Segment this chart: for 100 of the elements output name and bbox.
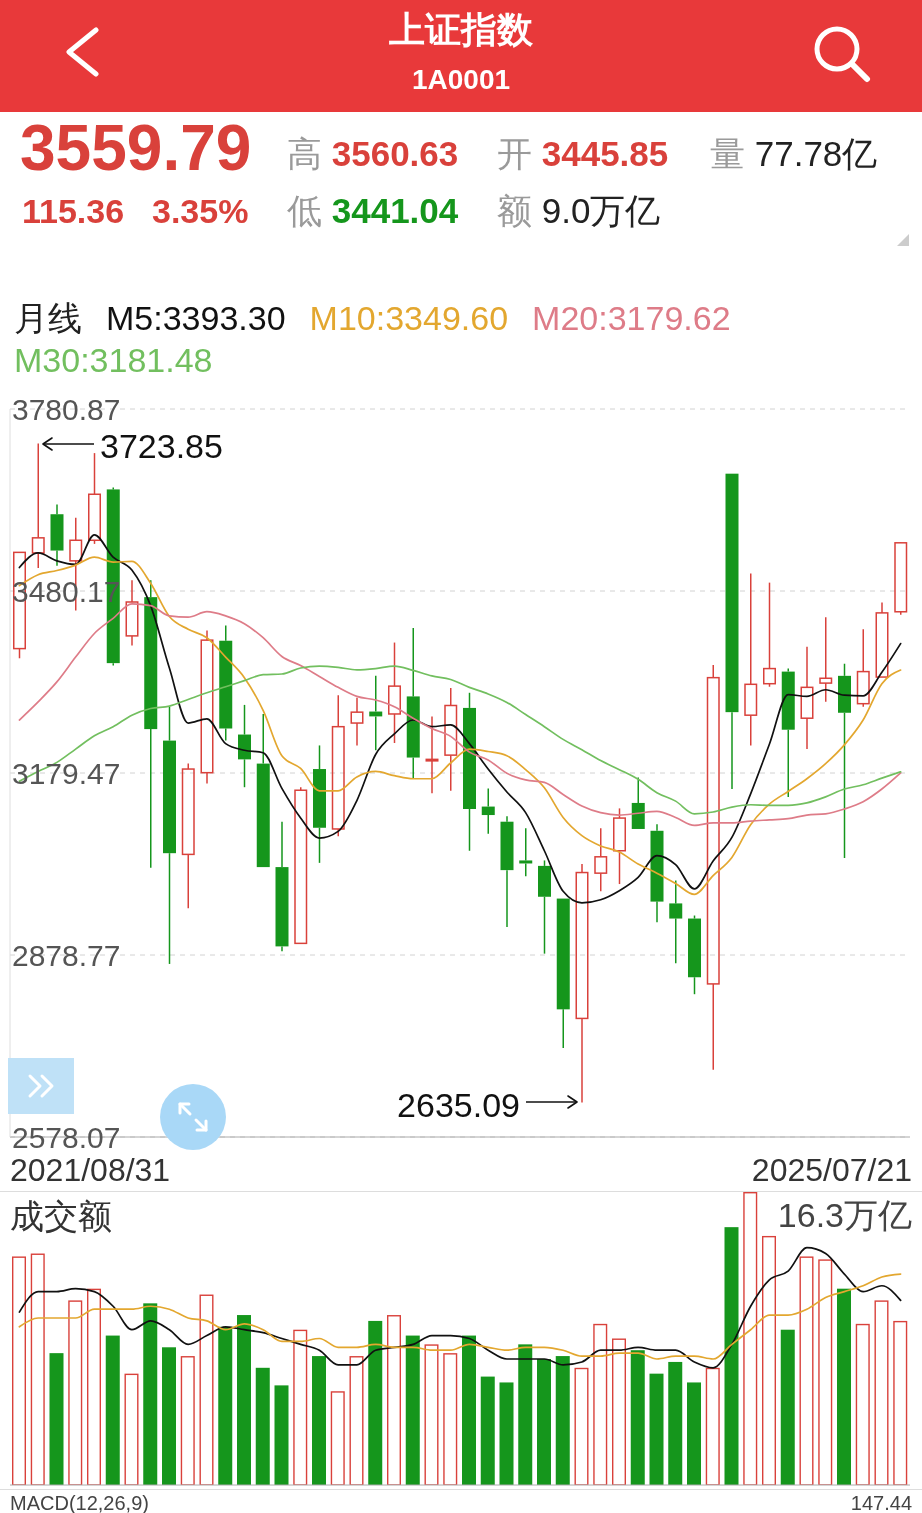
bar	[555, 1356, 570, 1485]
candlestick	[650, 823, 664, 923]
text: M20:3179.62	[532, 299, 731, 337]
bar	[518, 1344, 533, 1485]
bar	[424, 1344, 439, 1485]
candlestick	[219, 624, 233, 742]
candlestick	[744, 572, 758, 747]
bar	[762, 1235, 776, 1485]
bar	[593, 1323, 608, 1485]
annotation: 16.3万亿	[777, 1196, 912, 1234]
chart-subtitle: 1A0001	[411, 64, 511, 95]
bar	[537, 1359, 551, 1485]
text: 低 3441.04	[287, 191, 459, 230]
annotation: 3723.85	[100, 427, 223, 465]
bar	[30, 1253, 45, 1485]
bar	[12, 1256, 26, 1485]
candlestick	[350, 696, 364, 747]
candlestick	[669, 879, 683, 965]
bar	[180, 1356, 195, 1485]
bar	[349, 1356, 364, 1485]
candlestick	[144, 579, 158, 869]
bar	[312, 1356, 326, 1485]
bar	[724, 1227, 739, 1485]
bar	[237, 1315, 251, 1485]
text: 2025/07/21	[751, 1152, 912, 1188]
bar	[462, 1335, 476, 1485]
bar	[705, 1367, 720, 1485]
bar	[443, 1353, 458, 1485]
candlestick	[313, 744, 326, 864]
candlestick	[800, 646, 814, 750]
chart-title: 成交额	[10, 1197, 112, 1235]
text: 开 3445.85	[497, 134, 669, 173]
candlestick	[819, 616, 833, 703]
bar	[143, 1303, 158, 1485]
candlestick	[556, 898, 570, 1049]
y-tick-label: 2578.07	[12, 1120, 121, 1154]
candlestick	[631, 776, 645, 829]
text: 量 77.78亿	[710, 134, 878, 173]
bar	[405, 1335, 420, 1485]
text: 额 9.0万亿	[497, 191, 661, 230]
bar	[649, 1373, 664, 1485]
candlestick	[275, 820, 289, 952]
candlestick	[481, 787, 495, 835]
bar	[893, 1320, 908, 1485]
bar	[68, 1300, 83, 1485]
bar	[162, 1347, 176, 1485]
bar	[49, 1353, 64, 1485]
candlestick	[425, 715, 439, 795]
text: M30:3181.48	[14, 341, 213, 379]
bar	[855, 1323, 870, 1485]
candlestick	[388, 641, 401, 744]
bar	[124, 1373, 139, 1485]
bar	[612, 1338, 626, 1485]
y-tick-label: 3780.87	[12, 392, 121, 426]
bar	[330, 1391, 345, 1485]
bar	[630, 1350, 645, 1485]
text: M5:3393.30	[106, 299, 286, 337]
candlestick	[200, 629, 214, 785]
candlestick	[256, 713, 270, 868]
bar	[218, 1326, 233, 1485]
candlestick	[444, 687, 458, 792]
candlestick	[500, 815, 514, 928]
candlestick	[50, 503, 64, 567]
text: 3.35%	[152, 192, 249, 230]
text: 3559.79	[20, 112, 252, 184]
bar	[480, 1376, 495, 1485]
bar	[87, 1288, 101, 1485]
bar	[743, 1192, 758, 1485]
bar	[105, 1335, 120, 1485]
candlestick	[406, 627, 420, 780]
bar	[687, 1382, 701, 1485]
bar	[255, 1367, 270, 1485]
y-tick-label: 2878.77	[12, 938, 121, 972]
bar	[780, 1329, 795, 1485]
candlestick	[875, 601, 889, 678]
text: 2021/08/31	[10, 1152, 171, 1188]
bar	[668, 1361, 683, 1485]
bar	[293, 1329, 308, 1485]
bar	[574, 1367, 589, 1485]
annotation: 2635.09	[397, 1086, 520, 1124]
chart-title: 上证指数	[389, 9, 533, 50]
candlestick	[575, 863, 589, 1104]
bar	[837, 1288, 851, 1485]
candlestick	[519, 827, 533, 877]
bar	[818, 1259, 833, 1485]
bar	[499, 1382, 514, 1485]
candlestick	[594, 827, 608, 893]
bar	[874, 1300, 889, 1485]
bar	[387, 1315, 401, 1485]
text: 115.36	[22, 192, 125, 230]
candlestick	[163, 705, 176, 965]
candlestick	[725, 473, 739, 790]
text: M10:3349.60	[309, 299, 509, 337]
text: 高 3560.63	[287, 134, 459, 173]
bar	[199, 1294, 214, 1485]
legend-title: 月线	[14, 299, 82, 337]
bar	[368, 1320, 383, 1485]
candlestick	[125, 579, 139, 647]
text: 147.44	[850, 1492, 912, 1513]
bar	[274, 1385, 289, 1485]
